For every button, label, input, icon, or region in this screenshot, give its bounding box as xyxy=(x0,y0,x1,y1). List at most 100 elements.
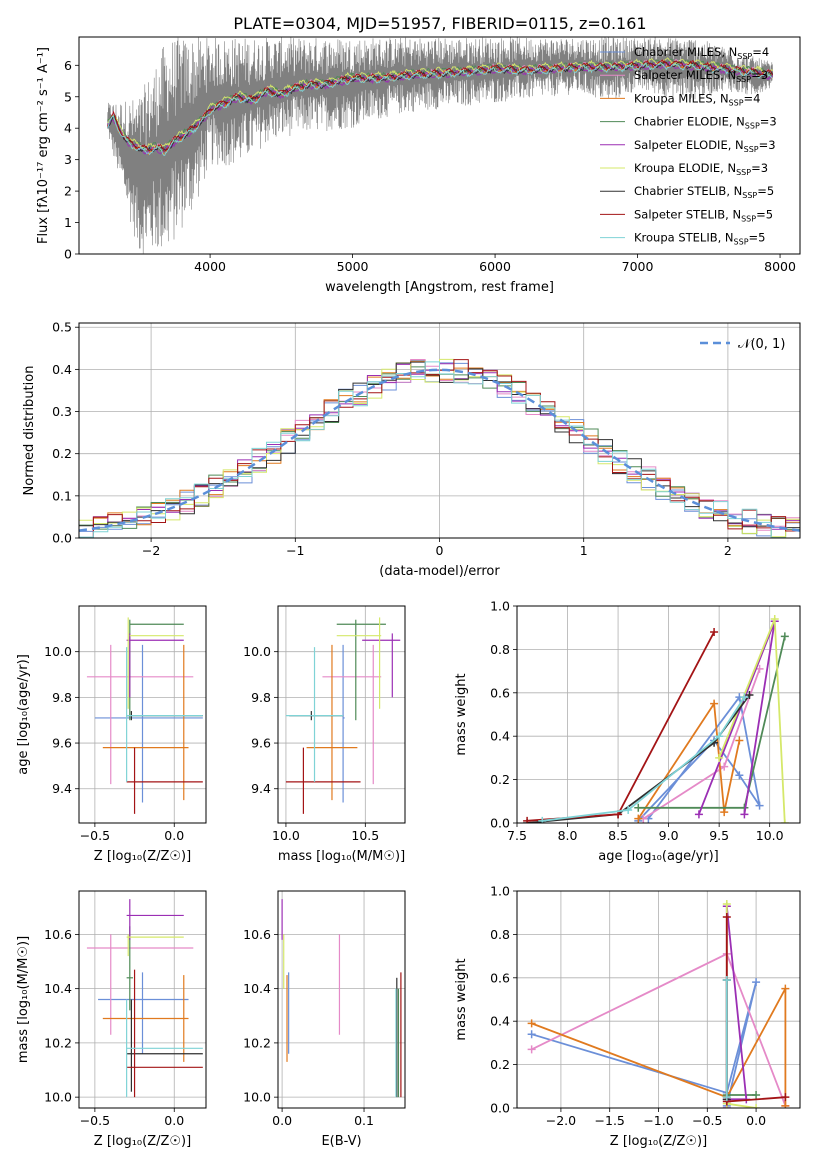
weight-marker xyxy=(720,762,729,771)
model-spectrum-line xyxy=(107,61,774,153)
x-tick-label: −0.5 xyxy=(692,1113,722,1128)
legend-label: 𝒩(0, 1) xyxy=(738,337,785,352)
y-tick-label: 0.4 xyxy=(490,1014,510,1029)
legend-label: Chabrier MILES, NSSP=4 xyxy=(634,45,769,61)
weight-marker xyxy=(780,632,789,641)
x-axis-label: Z [log₁₀(Z/Z☉)] xyxy=(610,1134,707,1149)
weight-marker xyxy=(740,693,749,702)
plot-area xyxy=(86,899,203,1098)
weight-marker xyxy=(781,1093,790,1102)
x-axis-label: wavelength [Angstrom, rest frame] xyxy=(325,280,554,295)
x-tick-label: −1.0 xyxy=(643,1113,673,1128)
errorbar-point xyxy=(126,647,203,782)
x-tick-label: 0.0 xyxy=(272,1113,292,1128)
weight-marker xyxy=(538,816,547,823)
plot-area xyxy=(281,899,402,1098)
axes-frame xyxy=(78,605,207,824)
legend-label: Salpeter STELIB, NSSP=5 xyxy=(634,207,773,223)
x-tick-label: 8000 xyxy=(764,259,796,274)
age-vs-metallicity-panel: −0.5 0.0 9.4 9.6 9.8 10.0 Z [log₁₀(Z/Z☉)] age [… xyxy=(16,605,207,864)
y-tick-label: 3 xyxy=(64,152,72,167)
y-tick-label: 1.0 xyxy=(490,599,510,614)
weight-line xyxy=(527,694,751,823)
y-tick-label: 10.6 xyxy=(44,927,72,942)
y-tick-label: 0.0 xyxy=(490,1101,510,1116)
errorbar-point xyxy=(322,644,382,785)
y-tick-label: 0.8 xyxy=(490,642,510,657)
y-tick-label: 9.4 xyxy=(52,781,72,796)
errorbar-point xyxy=(127,617,184,709)
axes-frame xyxy=(516,605,801,824)
weight-marker xyxy=(624,805,633,814)
y-tick-label: 0.2 xyxy=(490,1057,510,1072)
weight-line xyxy=(698,620,776,815)
y-tick-label: 10.4 xyxy=(44,981,72,996)
y-tick-label: 0 xyxy=(64,247,72,262)
errorbar-point xyxy=(102,644,189,801)
y-tick-label: 0.0 xyxy=(52,531,72,546)
errorbar-point xyxy=(86,644,194,785)
weight-marker xyxy=(523,816,532,823)
weight-marker xyxy=(752,978,761,987)
x-tick-label: 10.5 xyxy=(351,828,379,843)
axes-frame xyxy=(78,890,207,1109)
legend-label: Chabrier STELIB, NSSP=5 xyxy=(634,184,774,200)
errorbar-point xyxy=(126,926,133,1011)
x-tick-label: 8.5 xyxy=(608,828,628,843)
weight-marker xyxy=(634,814,643,823)
y-axis-label: mass weight xyxy=(454,673,469,755)
weight-marker xyxy=(755,801,764,810)
y-axis-label: Flux [fλ10⁻¹⁷ erg cm⁻² s⁻¹ A⁻¹] xyxy=(36,47,51,244)
model-spectrum-line xyxy=(107,59,773,152)
y-tick-label: 0.4 xyxy=(52,362,72,377)
axes-frame xyxy=(78,322,801,539)
y-tick-label: 1.0 xyxy=(490,884,510,899)
y-axis-label: age [log₁₀(age/yr)] xyxy=(16,654,31,775)
y-tick-label: 9.8 xyxy=(251,690,271,705)
errorbar-point xyxy=(336,619,386,721)
y-tick-label: 4 xyxy=(64,121,72,136)
y-tick-label: 10.2 xyxy=(44,1035,72,1050)
x-tick-label: 0.0 xyxy=(164,828,184,843)
x-tick-label: 10.0 xyxy=(756,828,784,843)
errorbar-point xyxy=(126,633,184,698)
weight-marker xyxy=(722,1093,731,1102)
weight-marker xyxy=(710,699,719,708)
y-tick-label: 5 xyxy=(64,89,72,104)
y-tick-label: 10.4 xyxy=(243,981,271,996)
errorbar-point xyxy=(98,972,189,1054)
axes-frame xyxy=(277,890,406,1109)
y-tick-label: 1 xyxy=(64,215,72,230)
weight-marker xyxy=(722,900,731,909)
x-tick-label: 4000 xyxy=(194,259,226,274)
errorbar-point xyxy=(126,747,203,814)
errorbar-point xyxy=(102,975,189,1062)
errorbar-point xyxy=(285,747,361,814)
y-tick-label: 0.2 xyxy=(490,772,510,787)
errorbar-point xyxy=(126,969,203,1098)
errorbar-point xyxy=(362,633,401,698)
weight-marker xyxy=(740,810,749,819)
x-tick-label: 5000 xyxy=(337,259,369,274)
weight-line xyxy=(531,981,757,1107)
x-tick-label: 0 xyxy=(436,543,444,558)
x-axis-label: age [log₁₀(age/yr)] xyxy=(598,849,719,864)
legend-label: Chabrier ELODIE, NSSP=3 xyxy=(634,115,777,131)
legend-label: Kroupa ELODIE, NSSP=3 xyxy=(634,161,768,177)
weight-marker xyxy=(770,615,779,624)
plot-area xyxy=(86,617,203,814)
y-tick-label: 9.4 xyxy=(251,781,271,796)
x-tick-label: 9.5 xyxy=(709,828,729,843)
x-axis-label: mass [log₁₀(M/M☉)] xyxy=(278,849,405,864)
weight-marker xyxy=(722,975,731,984)
axes-frame xyxy=(78,36,801,255)
plot-area xyxy=(523,615,789,823)
errorbar-point xyxy=(126,999,203,1098)
x-axis-label: (data-model)/error xyxy=(379,564,500,579)
y-tick-label: 10.6 xyxy=(243,927,271,942)
spectrum-panel: 4000 5000 6000 7000 8000 0 1 2 3 4 5 6 wavelength [A… xyxy=(36,36,801,295)
weight-marker xyxy=(527,1030,536,1039)
y-tick-label: 0.5 xyxy=(52,320,72,335)
x-tick-label: −2.0 xyxy=(546,1113,576,1128)
x-axis-label: Z [log₁₀(Z/Z☉)] xyxy=(94,849,191,864)
